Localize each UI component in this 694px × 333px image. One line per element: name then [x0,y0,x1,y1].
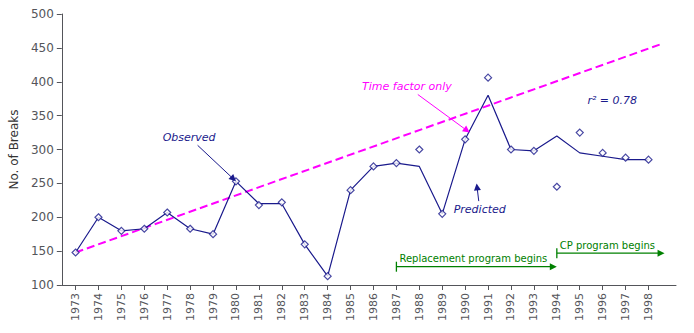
svg-text:1983: 1983 [298,293,311,321]
svg-text:1980: 1980 [229,293,242,321]
svg-text:400: 400 [31,75,54,89]
svg-text:1975: 1975 [115,293,128,321]
svg-text:350: 350 [31,109,54,123]
svg-text:1973: 1973 [69,293,82,321]
svg-text:1978: 1978 [184,293,197,321]
svg-text:150: 150 [31,244,54,258]
svg-text:1990: 1990 [459,293,472,321]
svg-text:200: 200 [31,210,54,224]
svg-text:1981: 1981 [252,293,265,321]
svg-text:500: 500 [31,7,54,21]
svg-text:1989: 1989 [436,293,449,321]
svg-text:Replacement program begins: Replacement program begins [399,253,547,264]
svg-text:No. of Breaks: No. of Breaks [7,110,21,190]
svg-text:1995: 1995 [573,293,586,321]
svg-text:450: 450 [31,41,54,55]
svg-text:1997: 1997 [619,293,632,321]
svg-text:Time factor only: Time factor only [362,80,452,93]
svg-text:1986: 1986 [367,293,380,321]
svg-text:1994: 1994 [550,293,563,321]
svg-text:250: 250 [31,176,54,190]
svg-text:1977: 1977 [161,293,174,321]
svg-text:1992: 1992 [504,293,517,321]
svg-text:CP program begins: CP program begins [560,240,655,251]
svg-text:1982: 1982 [275,293,288,321]
svg-text:1996: 1996 [596,293,609,321]
svg-text:1991: 1991 [482,293,495,321]
svg-text:100: 100 [31,278,54,292]
svg-text:r² = 0.78: r² = 0.78 [587,94,637,107]
svg-text:Predicted: Predicted [454,203,507,216]
svg-text:1976: 1976 [138,293,151,321]
svg-text:1974: 1974 [92,293,105,321]
svg-text:1993: 1993 [527,293,540,321]
svg-text:1998: 1998 [642,293,655,321]
svg-text:Observed: Observed [163,131,217,144]
svg-text:300: 300 [31,143,54,157]
svg-text:1979: 1979 [207,293,220,321]
svg-text:1985: 1985 [344,293,357,321]
svg-text:1984: 1984 [321,293,334,321]
svg-text:1988: 1988 [413,293,426,321]
svg-text:1987: 1987 [390,293,403,321]
